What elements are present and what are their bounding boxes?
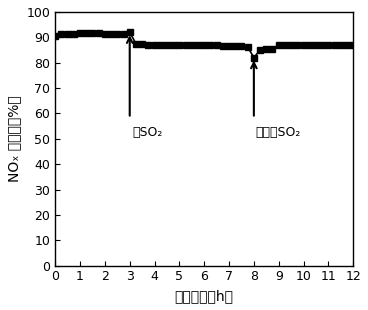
Text: 加SO₂: 加SO₂ xyxy=(132,126,163,139)
X-axis label: 反应时间（h）: 反应时间（h） xyxy=(175,289,234,303)
Text: 停止加SO₂: 停止加SO₂ xyxy=(255,126,301,139)
Y-axis label: NOₓ 转化率（%）: NOₓ 转化率（%） xyxy=(7,95,21,182)
